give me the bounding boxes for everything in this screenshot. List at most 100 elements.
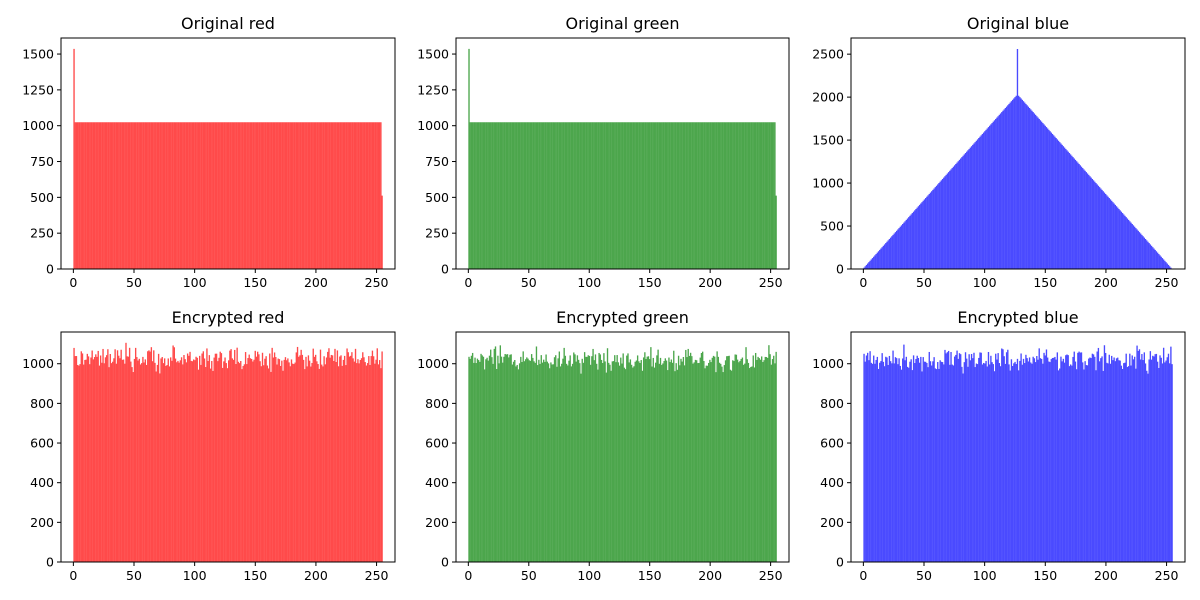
histogram-bar (997, 353, 999, 562)
histogram-bar (940, 180, 943, 269)
histogram-bar (1014, 97, 1016, 269)
histogram-bar (113, 122, 115, 269)
histogram-bar (138, 358, 140, 562)
histogram-bar (318, 368, 320, 562)
histogram-bar (661, 364, 663, 562)
histogram-bar (380, 122, 382, 269)
histogram-bar (493, 348, 495, 562)
histogram-bar (1123, 214, 1125, 269)
histogram-bar (966, 358, 968, 562)
histogram-bar (374, 122, 376, 269)
histogram-bar (145, 364, 148, 562)
histogram-bar (159, 122, 161, 269)
histogram-bar (469, 358, 471, 562)
histogram-bar (579, 122, 581, 269)
histogram-bar (514, 122, 516, 269)
y-tick-label: 2500 (812, 47, 844, 62)
axes-frame (60, 37, 396, 270)
histogram-bar (79, 364, 81, 562)
histogram-bar (641, 122, 644, 269)
histogram-bar (225, 122, 227, 269)
histogram-bar (714, 356, 716, 562)
histogram-bar (260, 122, 262, 269)
histogram-bar (1002, 110, 1004, 269)
histogram-bar (80, 122, 82, 269)
histogram-bar (722, 122, 724, 269)
x-tick-label: 250 (365, 275, 389, 290)
histogram-bar (159, 373, 161, 562)
histogram-bar (482, 122, 485, 269)
histogram-bar (283, 122, 285, 269)
histogram-bar (317, 364, 319, 562)
histogram-bar (375, 122, 377, 269)
histogram-bar (682, 122, 685, 269)
y-tick-label: 0 (836, 555, 844, 570)
histogram-bar (642, 357, 645, 562)
histogram-bar (118, 355, 120, 562)
y-tick-label: 800 (820, 396, 844, 411)
histogram-bar (119, 358, 121, 562)
histogram-bar (917, 357, 920, 562)
histogram-bar (310, 122, 312, 269)
histogram-bar (958, 159, 961, 269)
histogram-bar (558, 351, 561, 562)
histogram-bar (240, 122, 242, 269)
histogram-bar (688, 122, 691, 269)
histogram-bar (468, 356, 470, 562)
subplot-title: Original red (181, 14, 275, 33)
histogram-bar (503, 122, 505, 269)
histogram-bar (266, 122, 269, 269)
axes-frame (850, 37, 1186, 270)
histogram-bar (191, 122, 194, 269)
histogram-bar (594, 354, 597, 562)
histogram-bar (328, 348, 330, 562)
histogram-bar (497, 355, 499, 562)
histogram-bar (900, 225, 903, 269)
histogram-bar (695, 360, 698, 562)
histogram-bar (987, 127, 990, 269)
histogram-bar (976, 364, 979, 562)
histogram-bar (1117, 357, 1119, 562)
histogram-bar (529, 360, 532, 562)
histogram-bar (275, 357, 277, 562)
histogram-bar (620, 122, 622, 269)
histogram-bar (889, 237, 892, 269)
histogram-bar (571, 122, 574, 269)
histogram-bar (372, 122, 375, 269)
histogram-bar (180, 122, 183, 269)
histogram-bar (929, 361, 932, 562)
histogram-bar (115, 122, 118, 269)
histogram-bar (895, 358, 898, 562)
histogram-bar (276, 364, 278, 562)
histogram-bar (110, 363, 113, 562)
histogram-bar (906, 366, 909, 562)
histogram-bar (1103, 192, 1106, 269)
histogram-bar (993, 371, 996, 562)
histogram-bar (711, 122, 713, 269)
histogram-bar (893, 233, 895, 269)
histogram-bar (972, 358, 974, 562)
histogram-bar (340, 122, 342, 269)
histogram-bar (1133, 226, 1136, 269)
histogram-bar (285, 122, 288, 269)
histogram-bar (500, 356, 503, 562)
histogram-bar (156, 364, 159, 562)
histogram-bar (1135, 228, 1137, 269)
histogram-bar (932, 189, 934, 269)
histogram-bar (1096, 351, 1098, 562)
subplot-title: Encrypted red (172, 308, 285, 327)
histogram-bar (651, 122, 653, 269)
histogram-bar (648, 122, 651, 269)
histogram-bar (751, 366, 753, 562)
histogram-bar (871, 363, 874, 562)
histogram-bar (194, 360, 196, 562)
axes-frame (455, 37, 790, 270)
histogram-bar (535, 346, 538, 562)
histogram-bar (962, 155, 964, 269)
histogram-bar (657, 122, 659, 269)
histogram-bar (999, 113, 1002, 269)
histogram-bar (246, 364, 248, 562)
histogram-bar (538, 359, 540, 562)
histogram-bar (313, 356, 316, 562)
histogram-bar (215, 122, 218, 269)
